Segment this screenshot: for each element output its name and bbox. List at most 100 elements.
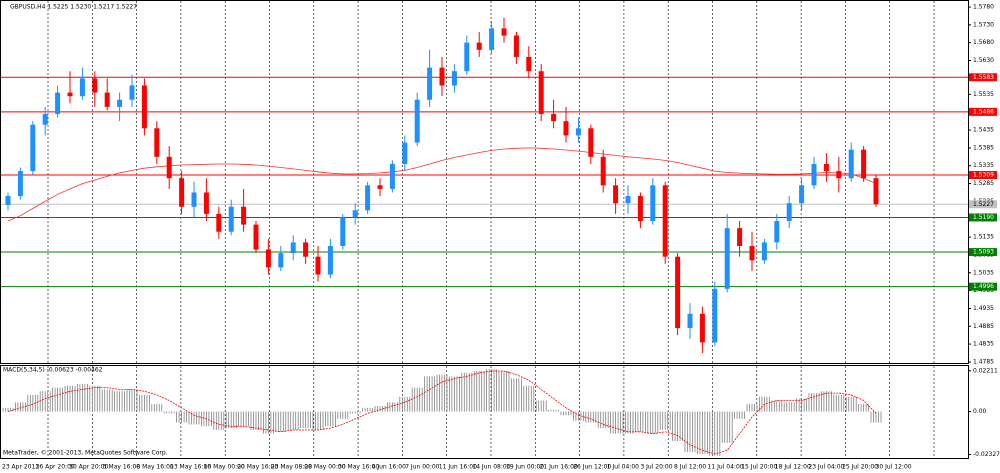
level-label: 1.5190: [973, 214, 994, 221]
candle-body: [303, 242, 309, 257]
candle-body: [55, 92, 61, 115]
candle-body: [538, 71, 544, 115]
candle-body: [675, 256, 681, 329]
candle-body: [427, 67, 433, 100]
level-label: 1.5093: [973, 249, 994, 256]
x-tick-label: 1 Jul 04:00: [607, 464, 639, 471]
candle-body: [873, 178, 879, 205]
candle-body: [352, 210, 358, 218]
y-tick-label: 1.5335: [973, 162, 994, 169]
candle-body: [166, 156, 172, 179]
candle-body: [79, 78, 85, 97]
candle-body: [513, 35, 519, 57]
signal-line: [7, 370, 877, 455]
candle-body: [489, 28, 495, 50]
candle-body: [699, 313, 705, 343]
candle-body: [861, 149, 867, 179]
candle-body: [551, 114, 557, 122]
x-tick-label: 26 Jun 12:00: [573, 464, 611, 471]
candle-body: [836, 171, 842, 179]
candle-body: [563, 121, 569, 136]
candle-body: [687, 313, 693, 329]
candle-body: [5, 196, 11, 205]
x-tick-label: 26 Apr 20:00: [36, 464, 75, 471]
y-tick-label: 1.5135: [973, 234, 994, 241]
y-tick-label: 1.5730: [973, 21, 994, 28]
level-tag: [969, 248, 997, 257]
x-tick-label: 23 Jul 04:00: [808, 464, 844, 471]
candle-body: [17, 171, 23, 197]
y-tick-label: -0.02327: [973, 451, 1000, 458]
candle-body: [662, 185, 668, 257]
candle-body: [526, 56, 532, 72]
candle-body: [464, 42, 470, 72]
candle-body: [439, 67, 445, 86]
x-tick-label: 13 May 16:00: [170, 464, 211, 471]
candle-body: [42, 114, 48, 125]
y-tick-label: 1.4935: [973, 305, 994, 312]
x-tick-label: 21 Jun 16:00: [540, 464, 578, 471]
candle-body: [637, 196, 643, 222]
candle-body: [774, 221, 780, 243]
level-label: 1.5227: [973, 201, 994, 208]
candle-body: [724, 228, 730, 289]
x-tick-label: 23 Apr 2013: [2, 464, 39, 471]
candle-body: [501, 28, 507, 36]
x-tick-label: 7 Jun 00:00: [405, 464, 439, 471]
x-tick-label: 28 May 00:00: [304, 464, 345, 471]
y-tick-label: 1.5035: [973, 269, 994, 276]
x-tick-label: 23 May 08:00: [271, 464, 312, 471]
candle-body: [30, 124, 36, 172]
candle-body: [811, 163, 817, 186]
level-tag: [969, 171, 997, 180]
candle-body: [117, 99, 123, 107]
y-tick-label: 0.00: [973, 408, 987, 415]
x-tick-label: 3 May 16:00: [103, 464, 141, 471]
level-tag: [969, 200, 997, 209]
macd-title: MACD(5,34,5) -0.00623 -0.00462: [3, 367, 103, 374]
candle-body: [712, 288, 718, 343]
candle-body: [104, 92, 110, 107]
footer: MetaTrader, © 2001-2013, MetaQuotes Soft…: [3, 450, 168, 457]
candle-body: [253, 224, 259, 250]
x-tick-label: 8 May 16:00: [136, 464, 174, 471]
level-label: 1.5486: [973, 108, 994, 115]
candle-body: [315, 256, 321, 275]
candle-body: [141, 85, 147, 129]
moving-average: [7, 147, 877, 222]
candle-body: [365, 185, 371, 211]
level-tag: [969, 213, 997, 222]
candle-body: [749, 245, 755, 261]
candle-body: [414, 99, 420, 143]
y-tick-label: 1.5780: [973, 3, 994, 10]
candle-body: [588, 128, 594, 157]
candle-body: [848, 149, 854, 179]
candle-body: [179, 178, 185, 207]
candle-body: [451, 71, 457, 86]
candle-body: [92, 78, 98, 93]
candle-body: [799, 185, 805, 204]
candle-body: [786, 203, 792, 222]
y-tick-label: 0.02211: [973, 367, 998, 374]
candle-body: [216, 213, 222, 232]
x-tick-label: 18 Jul 12:00: [775, 464, 811, 471]
level-tag: [969, 107, 997, 116]
x-tick-label: 14 Jun 08:00: [472, 464, 510, 471]
candle-body: [402, 142, 408, 164]
candle-body: [278, 253, 284, 268]
level-label: 1.5309: [973, 172, 994, 179]
x-tick-label: 19 Jun 00:00: [506, 464, 544, 471]
candle-body: [823, 163, 829, 172]
candle-body: [290, 242, 296, 254]
x-tick-label: 30 May 16:00: [338, 464, 379, 471]
candle-body: [340, 217, 346, 246]
level-label: 1.4996: [973, 283, 994, 290]
candle-body: [67, 92, 73, 97]
x-tick-label: 11 Jul 04:00: [708, 464, 744, 471]
candle-body: [191, 192, 197, 207]
y-tick-label: 1.4885: [973, 323, 994, 330]
x-tick-label: 20 May 16:00: [237, 464, 278, 471]
candle-body: [389, 163, 395, 189]
y-tick-label: 1.5385: [973, 144, 994, 151]
